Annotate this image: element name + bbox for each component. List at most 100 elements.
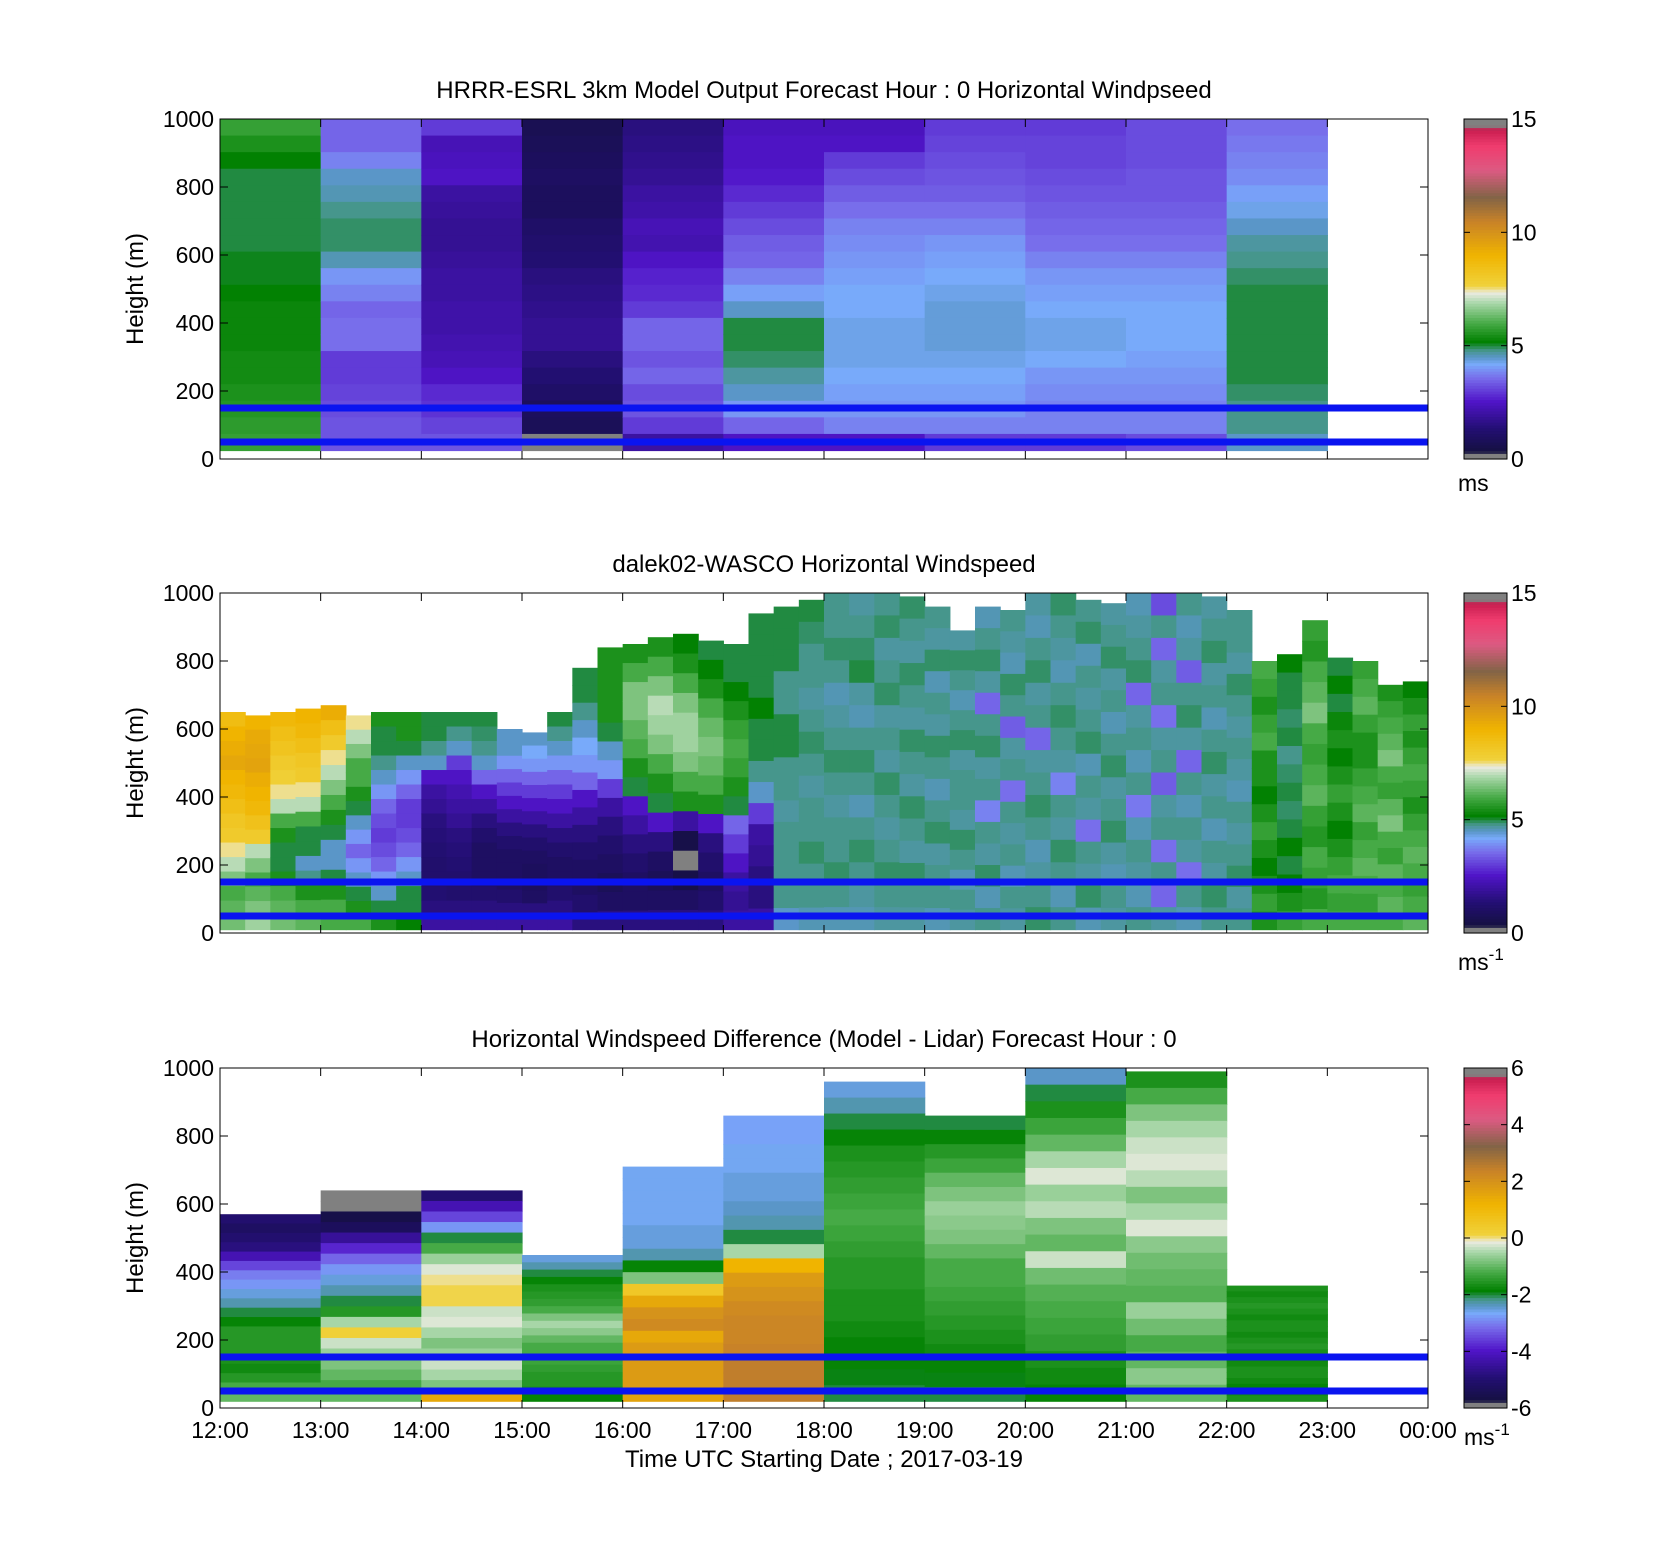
colorbar-segment	[1464, 422, 1507, 426]
heatmap-cell	[1126, 1219, 1228, 1237]
heatmap-cell	[1000, 823, 1026, 845]
heatmap-cell	[421, 334, 523, 352]
heatmap-cell	[295, 900, 322, 916]
heatmap-cell	[1151, 660, 1177, 684]
heatmap-cell	[220, 828, 246, 844]
colorbar-segment	[1464, 215, 1507, 219]
colorbar-segment	[1464, 138, 1507, 143]
heatmap-cell	[622, 1295, 724, 1308]
heatmap-cell	[1025, 1317, 1127, 1336]
heatmap-cell	[295, 752, 322, 769]
colorbar-segment	[1464, 1297, 1507, 1301]
heatmap-cell	[924, 301, 1026, 319]
heatmap-cell	[824, 1161, 926, 1179]
colorbar-segment	[1464, 706, 1507, 710]
heatmap-cell	[270, 770, 297, 786]
colorbar-segment	[1464, 385, 1507, 389]
heatmap-cell	[471, 842, 498, 858]
colorbar-segment	[1464, 272, 1507, 276]
colorbar-segment	[1464, 1340, 1507, 1344]
x-tick-label: 23:00	[1299, 1417, 1357, 1443]
heatmap-cell	[1050, 772, 1077, 796]
heatmap-cell	[622, 1377, 724, 1391]
heatmap-cell	[220, 799, 246, 815]
colorbar-tick-label: 5	[1511, 333, 1524, 359]
heatmap-cell	[522, 1393, 624, 1402]
heatmap-cell	[673, 633, 699, 655]
heatmap-cell	[924, 1286, 1026, 1302]
colorbar-segment	[1464, 1141, 1507, 1146]
heatmap-cell	[320, 1306, 422, 1318]
heatmap-cell	[1050, 727, 1077, 751]
heatmap-cell	[849, 884, 875, 908]
heatmap-cell	[1377, 733, 1404, 751]
colorbar-segment	[1464, 198, 1507, 202]
heatmap-cell	[522, 152, 624, 170]
heatmap-cell	[748, 824, 775, 846]
heatmap-cell	[723, 1358, 825, 1374]
heatmap-cell	[1025, 750, 1052, 774]
colorbar-segment	[1464, 1396, 1507, 1401]
heatmap-cell	[522, 850, 548, 865]
y-tick-label: 200	[176, 1327, 214, 1353]
heatmap-cell	[496, 916, 523, 931]
heatmap-cell	[748, 697, 775, 720]
heatmap-cell	[1050, 593, 1077, 617]
heatmap-cell	[496, 755, 523, 770]
heatmap-cell	[295, 782, 322, 798]
heatmap-cell	[824, 284, 926, 302]
heatmap-cell	[622, 201, 724, 220]
heatmap-cell	[849, 750, 875, 774]
heatmap-cell	[949, 829, 976, 851]
colorbar-segment	[1464, 240, 1507, 245]
colorbar-segment	[1464, 904, 1507, 909]
heatmap-cell	[220, 119, 322, 137]
colorbar-segment	[1464, 1102, 1507, 1106]
heatmap-cell	[396, 886, 422, 902]
heatmap-cell	[949, 730, 976, 751]
heatmap-cell	[773, 649, 800, 672]
heatmap-cell	[245, 758, 271, 774]
x-tick-label: 21:00	[1097, 1417, 1155, 1443]
colorbar-segment	[1464, 748, 1507, 753]
heatmap-cell	[723, 1286, 825, 1302]
colorbar-segment	[1464, 1280, 1507, 1284]
colorbar-segment	[1464, 1189, 1507, 1194]
colorbar-segment	[1464, 368, 1507, 372]
heatmap-cell	[1126, 185, 1228, 203]
heatmap-cell	[1226, 759, 1253, 782]
heatmap-cell	[1201, 618, 1228, 642]
colorbar-segment	[1464, 629, 1507, 634]
heatmap-cell	[622, 1213, 724, 1226]
heatmap-cell	[924, 1229, 1026, 1245]
heatmap-cell	[1377, 896, 1404, 914]
heatmap-cell	[1251, 750, 1278, 770]
heatmap-cell	[622, 152, 724, 170]
colorbar-segment	[1464, 678, 1507, 682]
heatmap-cell	[1000, 801, 1026, 824]
colorbar-segment	[1464, 808, 1507, 812]
heatmap-cell	[1226, 135, 1328, 153]
heatmap-cell	[1126, 593, 1152, 617]
heatmap-cell	[1226, 823, 1253, 845]
heatmap-cell	[522, 201, 624, 220]
heatmap-cell	[1226, 301, 1328, 319]
colorbar-segment	[1464, 1082, 1507, 1086]
colorbar-segment	[1464, 788, 1507, 792]
heatmap-cell	[270, 857, 297, 873]
heatmap-cell	[924, 1172, 1026, 1188]
heatmap-cell	[1251, 696, 1278, 716]
heatmap-cell	[1025, 1184, 1127, 1202]
heatmap-cell	[975, 714, 1001, 737]
heatmap-cell	[874, 660, 901, 684]
heatmap-cell	[270, 755, 297, 771]
colorbar-segment	[1464, 1070, 1507, 1075]
heatmap-cell	[698, 679, 724, 699]
heatmap-cell	[320, 384, 422, 402]
y-tick-label: 200	[176, 378, 214, 404]
heatmap-cell	[1201, 885, 1228, 908]
heatmap-cell	[924, 201, 1026, 220]
heatmap-cell	[1151, 593, 1177, 617]
heatmap-cell	[396, 770, 422, 786]
heatmap-cell	[622, 1236, 724, 1250]
